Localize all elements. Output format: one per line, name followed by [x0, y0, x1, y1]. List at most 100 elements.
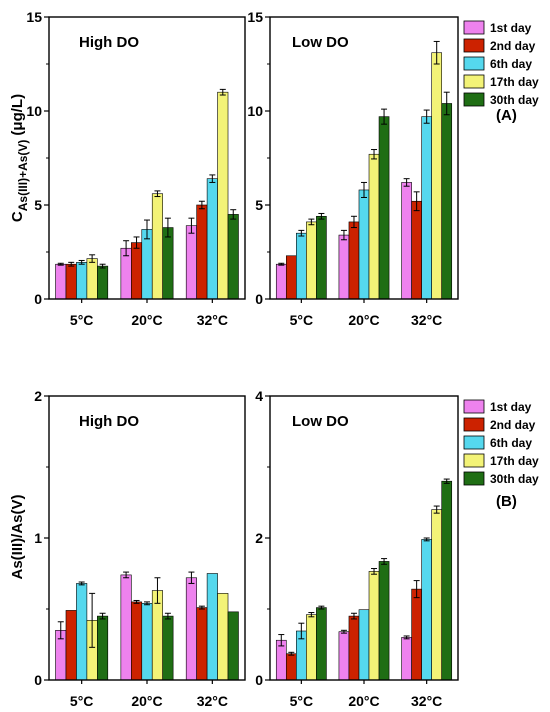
x-tick-label: 32°C [197, 693, 228, 709]
y-tick-label: 15 [247, 9, 263, 25]
bar-1st-day-2 [401, 637, 412, 681]
bar-1st-day-0 [55, 263, 67, 300]
bar-1st-day-0 [275, 263, 287, 300]
bar-30th-day-1 [378, 561, 390, 681]
x-tick-label: 20°C [131, 312, 162, 328]
bar-6th-day-0 [296, 232, 307, 300]
bar-6th-day-2 [206, 178, 218, 300]
legend-swatch [463, 471, 485, 486]
x-tick-label: 32°C [197, 312, 228, 328]
bar-1st-day-1 [338, 631, 350, 681]
panel-label-b: (B) [496, 493, 517, 510]
bar-1st-day-1 [120, 574, 132, 681]
legend-swatch [463, 453, 485, 468]
legend-swatch [463, 20, 485, 35]
bar-1st-day-2 [401, 182, 412, 300]
bar-2nd-day-0 [65, 263, 77, 300]
panel-title: High DO [79, 413, 139, 430]
x-tick-label: 5°C [70, 312, 94, 328]
legend-a: 1st day 2nd day 6th day 17th day 30th day [463, 20, 539, 107]
y-tick-label: 10 [26, 103, 42, 119]
bar-2nd-day-1 [348, 221, 360, 300]
bar-2nd-day-2 [196, 607, 208, 681]
bar-6th-day-1 [141, 229, 153, 300]
x-tick-label: 20°C [131, 693, 162, 709]
ylabel-top-unit: (μg/L) [9, 94, 26, 136]
bar-30th-day-2 [227, 611, 239, 681]
y-tick-label: 1 [34, 530, 42, 546]
legend-label: 2nd day [490, 418, 536, 432]
bar-17th-day-1 [368, 571, 380, 681]
x-tick-label: 20°C [348, 693, 379, 709]
panel-label-a: (A) [496, 107, 517, 124]
x-tick-label: 5°C [70, 693, 94, 709]
y-tick-label: 0 [34, 672, 42, 688]
bar-2nd-day-1 [348, 615, 360, 681]
bar-17th-day-2 [217, 91, 229, 300]
bar-2nd-day-0 [285, 255, 297, 300]
y-tick-label: 2 [255, 530, 263, 546]
bar-6th-day-1 [141, 603, 153, 681]
bar-17th-day-1 [151, 590, 163, 681]
bar-30th-day-1 [378, 116, 390, 300]
y-tick-label: 5 [34, 197, 42, 213]
y-tick-label: 4 [255, 388, 263, 404]
panel-title: High DO [79, 34, 139, 51]
legend-swatch [463, 74, 485, 89]
bar-30th-day-0 [316, 215, 327, 300]
x-tick-label: 5°C [290, 312, 314, 328]
bar-17th-day-2 [431, 509, 443, 681]
x-tick-label: 5°C [290, 693, 314, 709]
legend-label: 17th day [490, 75, 539, 89]
panel-title: Low DO [292, 413, 349, 430]
bar-2nd-day-2 [411, 588, 422, 681]
bar-6th-day-2 [421, 116, 432, 300]
legend-swatch [463, 417, 485, 432]
bar-1st-day-2 [185, 225, 197, 300]
ylabel-top: CAs(III)+As(V) (μg/L) [9, 94, 30, 222]
bar-17th-day-0 [306, 221, 317, 300]
bar-30th-day-0 [316, 607, 327, 681]
y-tick-label: 0 [34, 291, 42, 307]
ylabel-top-main: C [9, 211, 26, 222]
bar-6th-day-2 [421, 539, 432, 681]
panel-high-do-ratio: 0 1 2 5°C 20°C 32°C High DO [34, 388, 246, 709]
x-tick-label: 32°C [411, 693, 442, 709]
bar-1st-day-2 [185, 577, 197, 681]
legend-swatch [463, 92, 485, 107]
y-tick-label: 0 [255, 291, 263, 307]
legend-swatch [463, 56, 485, 71]
legend-label: 30th day [490, 472, 539, 486]
y-tick-label: 5 [255, 197, 263, 213]
bar-6th-day-1 [358, 189, 370, 300]
bar-30th-day-0 [97, 615, 109, 681]
bar-30th-day-2 [227, 214, 239, 300]
bar-6th-day-0 [76, 583, 88, 681]
legend-label: 6th day [490, 57, 532, 71]
legend-b: 1st day 2nd day 6th day 17th day 30th day [463, 399, 539, 486]
bar-2nd-day-1 [131, 242, 143, 300]
legend-label: 17th day [490, 454, 539, 468]
bar-2nd-day-0 [285, 653, 297, 681]
ylabel-bottom: As(III)/As(V) [9, 494, 26, 579]
bar-17th-day-2 [431, 52, 443, 300]
bar-17th-day-1 [151, 193, 163, 300]
bar-30th-day-0 [97, 265, 109, 300]
y-tick-label: 10 [247, 103, 263, 119]
legend-swatch [463, 38, 485, 53]
bar-2nd-day-2 [411, 200, 422, 300]
panel-title: Low DO [292, 34, 349, 51]
y-tick-label: 0 [255, 672, 263, 688]
x-tick-label: 32°C [411, 312, 442, 328]
legend-label: 6th day [490, 436, 532, 450]
bar-2nd-day-0 [65, 610, 77, 681]
bar-6th-day-1 [358, 609, 370, 681]
bar-30th-day-2 [441, 103, 453, 300]
y-tick-label: 15 [26, 9, 42, 25]
bar-17th-day-0 [306, 614, 317, 681]
y-tick-label: 2 [34, 388, 42, 404]
x-tick-label: 20°C [348, 312, 379, 328]
bar-17th-day-2 [217, 593, 229, 681]
bar-2nd-day-1 [131, 601, 143, 681]
bar-30th-day-1 [162, 227, 174, 300]
